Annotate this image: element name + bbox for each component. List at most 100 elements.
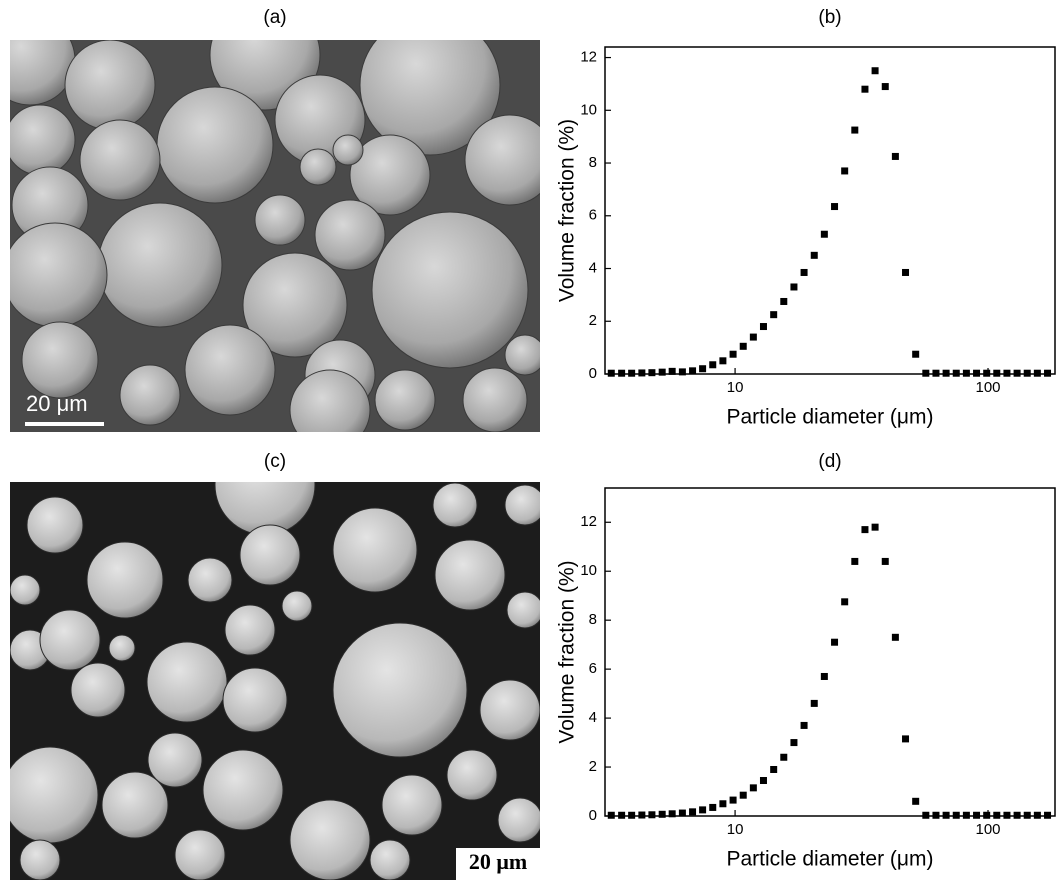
data-point: [759, 323, 767, 331]
x-axis-label: Particle diameter (μm): [727, 848, 934, 871]
x-tick-label: 100: [976, 821, 1001, 838]
scale-bar-label: 20 μm: [26, 391, 88, 416]
y-tick-label: 12: [580, 49, 597, 66]
data-point: [709, 361, 717, 369]
x-tick-label: 10: [727, 379, 744, 396]
data-point: [861, 85, 869, 93]
y-tick-label: 0: [589, 807, 597, 824]
panel-label: (a): [263, 7, 286, 28]
y-tick-label: 12: [580, 513, 597, 530]
data-point: [719, 357, 727, 365]
data-point: [973, 369, 981, 377]
data-point: [820, 230, 828, 238]
data-point: [902, 268, 910, 276]
data-point: [699, 365, 707, 373]
data-point: [759, 777, 767, 785]
x-tick-label: 100: [976, 379, 1001, 396]
data-point: [891, 152, 899, 160]
y-tick-label: 2: [589, 312, 597, 329]
data-point: [719, 800, 727, 808]
data-point: [1003, 369, 1011, 377]
data-point: [820, 672, 828, 680]
data-point: [658, 368, 666, 376]
plot-frame: [604, 46, 1056, 375]
data-point: [618, 369, 626, 377]
data-point: [861, 526, 869, 534]
data-point: [638, 369, 646, 377]
data-point: [912, 350, 920, 358]
y-tick-label: 10: [580, 101, 597, 118]
y-tick-label: 2: [589, 758, 597, 775]
data-point: [668, 810, 676, 818]
data-point: [932, 369, 940, 377]
x-tick-label: 10: [727, 821, 744, 838]
data-point: [628, 369, 636, 377]
data-point: [668, 367, 676, 375]
data-point: [881, 83, 889, 91]
data-point: [780, 297, 788, 305]
chart-title: (b): [818, 7, 841, 28]
y-tick-label: 8: [589, 611, 597, 628]
data-point: [952, 811, 960, 819]
sem-image: [10, 40, 540, 432]
data-point: [851, 126, 859, 134]
data-point: [658, 810, 666, 818]
data-point: [689, 808, 697, 816]
data-point: [1023, 369, 1031, 377]
data-point: [973, 811, 981, 819]
data-point: [678, 809, 686, 817]
data-point: [689, 367, 697, 375]
data-point: [648, 369, 656, 377]
data-point: [993, 811, 1001, 819]
data-point: [942, 369, 950, 377]
y-tick-label: 8: [589, 154, 597, 171]
data-point: [942, 811, 950, 819]
data-point: [780, 753, 788, 761]
data-point: [1044, 369, 1052, 377]
data-point: [638, 811, 646, 819]
y-tick-label: 6: [589, 207, 597, 224]
data-point: [983, 369, 991, 377]
data-point: [1044, 811, 1052, 819]
data-point: [739, 791, 747, 799]
data-point: [749, 333, 757, 341]
data-point: [790, 283, 798, 291]
y-tick-label: 4: [589, 709, 597, 726]
data-point: [618, 811, 626, 819]
data-point: [729, 350, 737, 358]
data-point: [749, 784, 757, 792]
y-axis-label: Volume fraction (%): [556, 119, 579, 302]
panel-label: (c): [264, 451, 286, 472]
data-point: [739, 342, 747, 350]
data-point: [831, 638, 839, 646]
data-point: [902, 735, 910, 743]
data-point: [891, 633, 899, 641]
data-point: [841, 167, 849, 175]
data-point: [952, 369, 960, 377]
data-point: [831, 203, 839, 211]
data-point: [607, 369, 615, 377]
data-point: [699, 806, 707, 814]
data-point: [800, 268, 808, 276]
data-point: [983, 811, 991, 819]
data-point: [912, 797, 920, 805]
data-point: [648, 811, 656, 819]
data-point: [729, 796, 737, 804]
data-point: [841, 598, 849, 606]
data-point: [1013, 369, 1021, 377]
data-point: [993, 369, 1001, 377]
data-point: [709, 803, 717, 811]
data-point: [962, 811, 970, 819]
data-point: [770, 311, 778, 319]
data-point: [770, 765, 778, 773]
data-point: [871, 67, 879, 75]
y-tick-label: 10: [580, 562, 597, 579]
data-point: [628, 811, 636, 819]
data-point: [881, 557, 889, 565]
y-tick-label: 6: [589, 660, 597, 677]
data-point: [790, 739, 798, 747]
data-point: [932, 811, 940, 819]
y-axis-label: Volume fraction (%): [556, 560, 579, 743]
y-tick-label: 4: [589, 259, 597, 276]
